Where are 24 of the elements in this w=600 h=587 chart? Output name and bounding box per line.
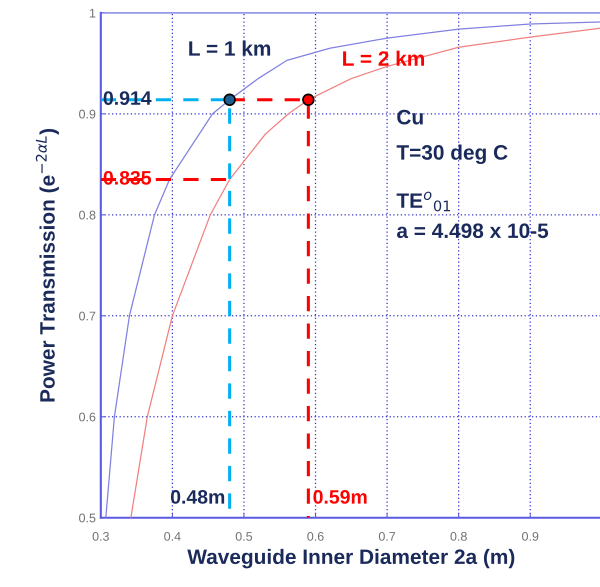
x-tick-label: 0.9 <box>522 532 538 541</box>
x-axis-title: Waveguide Inner Diameter 2a (m) <box>187 548 514 568</box>
x-tick-label: 0.6 <box>307 532 324 541</box>
y-tick-label: 0.6 <box>79 412 96 422</box>
series-label: L = 1 km <box>189 40 270 56</box>
series-label: L = 2 km <box>343 50 424 66</box>
y-tick-label: 0.5 <box>79 514 96 522</box>
y-tick-label: 0.7 <box>79 312 96 320</box>
x-tick-label: 0.3 <box>92 532 109 541</box>
annotation: T=30 deg C <box>396 144 508 164</box>
x-tick-label: 0.4 <box>164 532 181 541</box>
x-tick-label: 0.7 <box>378 532 396 541</box>
annotation: a = 4.498 x 10-5 <box>397 223 548 238</box>
annotation: Cu <box>397 110 423 125</box>
y-tick-label: 0.9 <box>79 110 96 119</box>
y-tick-label: 0.8 <box>79 210 96 220</box>
x-tick-label: 0.5 <box>236 532 252 541</box>
annotation: 0.59m <box>313 490 367 504</box>
annotation: 0.48m <box>170 490 224 504</box>
y-tick-label: 1 <box>90 8 96 18</box>
x-tick-label: 0.8 <box>450 532 467 541</box>
annotation: 0.914 <box>104 91 152 105</box>
annotation: TE$^{o}$$_{01}$ <box>396 192 450 212</box>
y-axis-title: Power Transmission (e$^{−2αL}$) <box>36 128 59 402</box>
